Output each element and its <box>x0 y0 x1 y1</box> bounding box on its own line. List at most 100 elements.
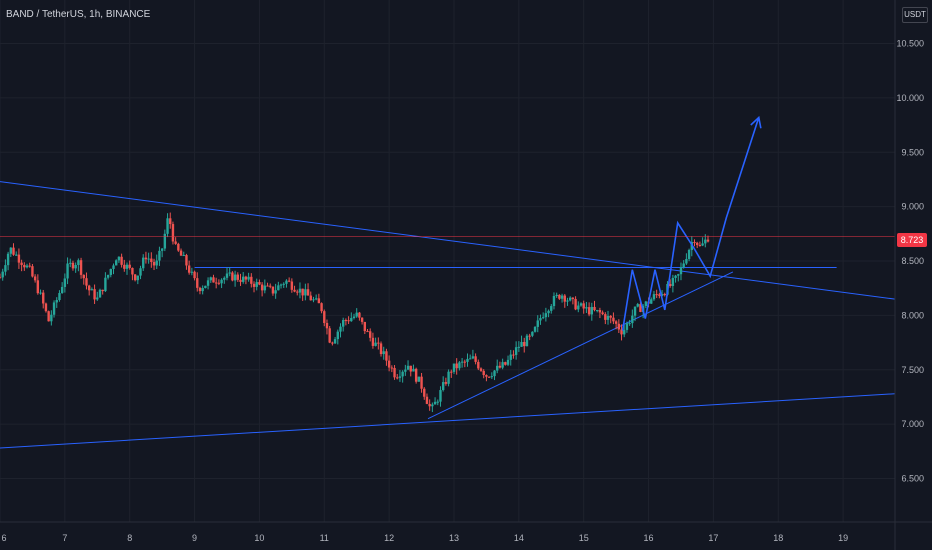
candle-body <box>4 265 7 272</box>
candle-body <box>531 331 534 336</box>
candle-body <box>563 295 566 302</box>
candle-body <box>517 346 521 348</box>
candle-body <box>466 358 469 362</box>
candle-body <box>463 361 466 363</box>
candle-body <box>433 401 437 405</box>
candle-body <box>560 295 564 299</box>
candle-body <box>66 263 69 279</box>
candle-body <box>374 342 377 346</box>
candle-body <box>155 260 158 266</box>
candle-body <box>398 376 402 378</box>
x-tick-label: 11 <box>320 533 329 543</box>
candle-body <box>163 233 167 249</box>
candle-body <box>444 382 448 384</box>
candle-body <box>271 286 275 294</box>
projection-arrow-head[interactable] <box>750 115 762 129</box>
candle-body <box>660 294 664 296</box>
x-tick-label: 17 <box>708 533 718 543</box>
candle-body <box>214 282 218 284</box>
candle-body <box>412 368 415 372</box>
candle-body <box>252 283 256 287</box>
candle-body <box>109 268 112 275</box>
candle-body <box>552 295 556 307</box>
candle-body <box>187 265 191 273</box>
zigzag-projection[interactable] <box>621 117 760 331</box>
candle-body <box>677 274 680 276</box>
candle-body <box>396 377 399 379</box>
pattern-drawings[interactable] <box>621 115 762 331</box>
candle-body <box>79 260 83 275</box>
candle-body <box>266 285 269 287</box>
currency-badge[interactable]: USDT <box>902 7 928 23</box>
support-uptrend-line[interactable] <box>427 271 734 420</box>
candle-body <box>120 256 123 265</box>
candle-body <box>301 288 304 296</box>
candle-body <box>506 359 510 365</box>
candle-body <box>625 323 629 330</box>
candle-body <box>423 388 426 397</box>
x-tick-label: 15 <box>579 533 589 543</box>
symbol-title[interactable]: BAND / TetherUS, 1h, BINANCE <box>6 9 151 20</box>
candle-body <box>363 321 367 332</box>
x-tick-label: 16 <box>644 533 654 543</box>
candle-body <box>133 274 137 281</box>
candle-body <box>87 285 91 291</box>
candle-body <box>409 365 412 372</box>
candle-body <box>501 362 504 368</box>
candle-body <box>417 376 421 382</box>
last-price-tag: 8.723 <box>897 233 927 247</box>
candle-body <box>390 367 394 369</box>
candle-body <box>179 250 183 256</box>
candle-body <box>571 297 575 299</box>
candle-body <box>474 356 477 362</box>
candle-body <box>69 262 72 264</box>
candle-body <box>555 294 558 296</box>
candle-body <box>260 284 264 291</box>
candle-body <box>655 294 658 296</box>
candle-body <box>493 370 496 377</box>
candle-body <box>166 218 169 234</box>
candle-body <box>287 280 291 282</box>
candle-body <box>504 362 507 365</box>
candle-body <box>541 317 545 319</box>
candle-body <box>498 365 502 368</box>
candle-body <box>233 274 237 281</box>
candle-body <box>82 274 85 279</box>
candle-body <box>455 363 458 369</box>
candle-body <box>698 244 702 246</box>
candle-body <box>425 396 429 404</box>
candle-body <box>239 279 242 282</box>
candle-body <box>687 249 691 259</box>
candle-body <box>436 401 439 403</box>
candle-body <box>477 361 480 369</box>
lower-trendline[interactable] <box>0 393 896 449</box>
candle-body <box>631 315 634 324</box>
candle-body <box>490 376 494 378</box>
candle-body <box>177 243 180 251</box>
candle-body <box>614 321 618 324</box>
candle-body <box>325 322 329 329</box>
candle-body <box>269 285 272 287</box>
candle-body <box>131 267 134 275</box>
candle-body <box>387 360 391 368</box>
candle-body <box>663 294 666 296</box>
candle-body <box>317 298 321 304</box>
candle-body <box>285 280 288 284</box>
candle-body <box>50 314 53 322</box>
candle-body <box>679 267 683 275</box>
y-tick-label: 9.500 <box>901 147 924 157</box>
upper-trendline[interactable] <box>0 181 896 300</box>
candle-body <box>523 341 526 347</box>
candle-body <box>339 326 342 332</box>
candle-body <box>671 277 675 287</box>
candle-body <box>309 295 312 301</box>
candle-body <box>636 304 639 307</box>
candle-body <box>290 281 294 290</box>
candle-body <box>509 354 512 360</box>
candle-body <box>593 306 596 311</box>
candle-body <box>201 288 204 292</box>
trendline-drawings[interactable] <box>0 181 896 449</box>
candle-body <box>360 317 364 322</box>
candle-body <box>612 317 615 322</box>
